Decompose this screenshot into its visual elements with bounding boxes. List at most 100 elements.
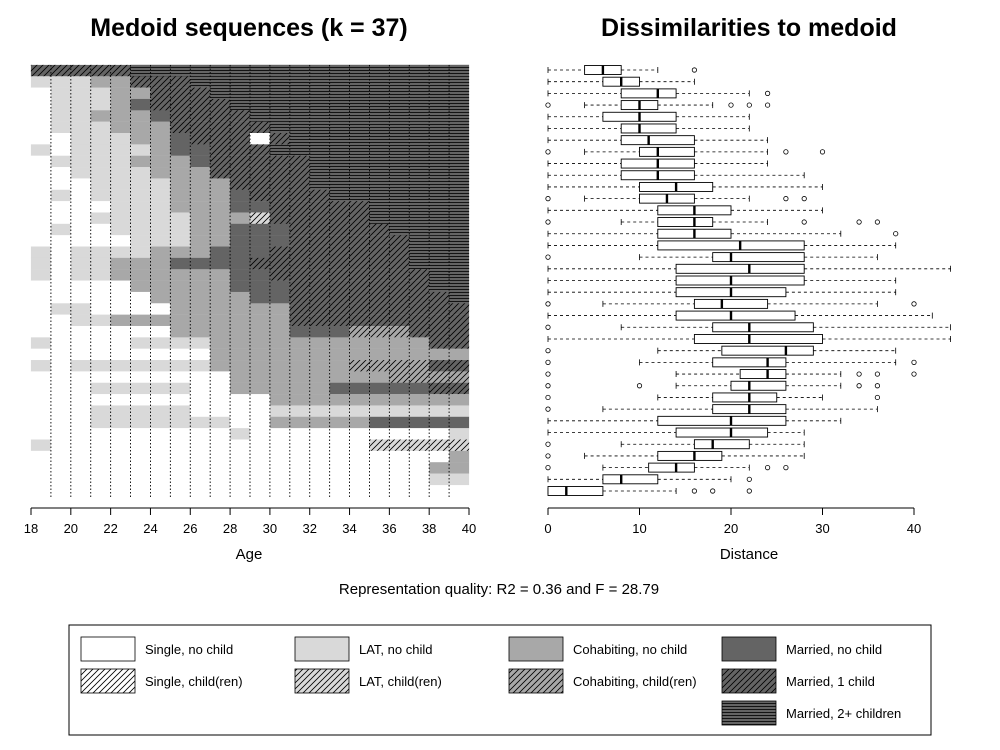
- sequence-cell-hatch: [269, 246, 290, 259]
- outlier-point: [728, 102, 734, 108]
- outlier-point: [691, 67, 698, 73]
- sequence-cell: [150, 360, 171, 372]
- legend-swatch-border: [508, 668, 564, 694]
- sequence-cell: [369, 337, 390, 349]
- sequence-cell-hatch: [210, 98, 231, 111]
- sequence-cell-hatch: [349, 133, 370, 145]
- sequence-cell: [229, 382, 251, 395]
- sequence-cell-hatch: [409, 167, 430, 179]
- sequence-cell: [190, 201, 211, 213]
- sequence-cell: [90, 98, 111, 111]
- sequence-cell-hatch: [289, 280, 310, 293]
- sequence-cell-hatch: [269, 155, 290, 168]
- boxplot-row: [547, 65, 698, 75]
- legend-swatch-hatch: [722, 669, 776, 693]
- sequence-cell-hatch: [389, 314, 410, 327]
- boxplot-row: [545, 369, 917, 380]
- sequence-cell: [70, 110, 91, 122]
- sequence-cell: [269, 337, 290, 349]
- sequence-cell-hatch: [309, 133, 330, 145]
- left-x-tick-label: 22: [103, 521, 117, 536]
- sequence-cell-hatch: [448, 189, 470, 202]
- sequence-cell-hatch: [210, 144, 231, 156]
- sequence-cell: [369, 405, 390, 417]
- outlier-point: [746, 102, 752, 108]
- sequence-cell-hatch: [329, 269, 350, 281]
- sequence-cell: [50, 269, 71, 281]
- sequence-cell-hatch: [190, 76, 211, 88]
- outlier-point: [783, 196, 789, 202]
- sequence-cell: [329, 382, 350, 395]
- sequence-cell-hatch: [409, 189, 430, 202]
- sequence-cell-hatch: [429, 314, 450, 327]
- sequence-cell: [190, 269, 211, 281]
- sequence-cell: [448, 462, 470, 474]
- sequence-cell: [90, 223, 111, 236]
- legend-label: Cohabiting, child(ren): [573, 674, 697, 689]
- sequence-cell-hatch: [448, 133, 470, 145]
- sequence-cell: [110, 155, 131, 168]
- sequence-cell: [50, 235, 71, 247]
- sequence-cell: [229, 360, 251, 372]
- sequence-cell: [269, 235, 290, 247]
- sequence-cell: [130, 450, 151, 463]
- sequence-cell: [210, 303, 231, 315]
- sequence-cell: [70, 235, 91, 247]
- sequence-cell: [249, 269, 271, 281]
- sequence-cell: [389, 462, 410, 474]
- legend-label: Married, no child: [786, 642, 882, 657]
- sequence-cell-hatch: [289, 64, 310, 77]
- sequence-cell: [210, 223, 231, 236]
- sequence-cell-hatch: [409, 235, 430, 247]
- left-x-tick-label: 28: [223, 521, 237, 536]
- outlier-point: [545, 371, 551, 377]
- sequence-cell-hatch: [289, 121, 310, 134]
- left-x-axis-label: Age: [236, 546, 263, 563]
- sequence-cell-hatch: [389, 223, 410, 236]
- outlier-point: [545, 149, 551, 155]
- left-chart-title: Medoid sequences (k = 37): [90, 14, 407, 42]
- sequence-cell-hatch: [309, 280, 330, 293]
- sequence-cell: [389, 382, 410, 395]
- boxplot-row: [545, 100, 771, 111]
- sequence-cell: [369, 382, 390, 395]
- sequence-cell-hatch: [429, 337, 450, 349]
- sequence-cell-hatch: [349, 280, 370, 293]
- sequence-cell: [70, 360, 91, 372]
- sequence-cell: [409, 462, 430, 474]
- sequence-cell-hatch: [210, 167, 231, 179]
- sequence-cell-hatch: [249, 144, 271, 156]
- sequence-cell-hatch: [170, 64, 191, 77]
- sequence-cell: [150, 473, 171, 486]
- sequence-cell: [369, 394, 390, 406]
- sequence-cell-hatch: [369, 212, 390, 225]
- sequence-cell: [190, 325, 211, 338]
- sequence-cell: [90, 87, 111, 100]
- sequence-cell: [190, 235, 211, 247]
- sequence-cell: [30, 269, 52, 281]
- sequence-cell: [130, 110, 151, 122]
- sequence-cell-hatch: [448, 235, 470, 247]
- sequence-cell: [210, 280, 231, 293]
- outlier-point: [874, 394, 881, 401]
- sequence-cell: [229, 314, 251, 327]
- sequence-cell: [30, 348, 52, 361]
- sequence-cell-hatch: [309, 314, 330, 327]
- sequence-cell: [389, 394, 410, 406]
- sequence-cell-hatch: [409, 87, 430, 100]
- sequence-cell-hatch: [249, 110, 271, 122]
- sequence-cell-hatch: [249, 155, 271, 168]
- sequence-cell: [170, 405, 191, 417]
- sequence-cell: [409, 382, 430, 395]
- sequence-cell-hatch: [269, 133, 290, 145]
- sequence-cell-hatch: [329, 133, 350, 145]
- sequence-cell: [269, 382, 290, 395]
- sequence-cell-hatch: [409, 201, 430, 213]
- sequence-cell-hatch: [349, 269, 370, 281]
- sequence-cell: [130, 201, 151, 213]
- sequence-cell: [369, 473, 390, 486]
- sequence-cell: [429, 348, 450, 361]
- sequence-cell-hatch: [269, 257, 290, 270]
- boxplot-row: [545, 450, 805, 461]
- sequence-cell-hatch: [349, 291, 370, 304]
